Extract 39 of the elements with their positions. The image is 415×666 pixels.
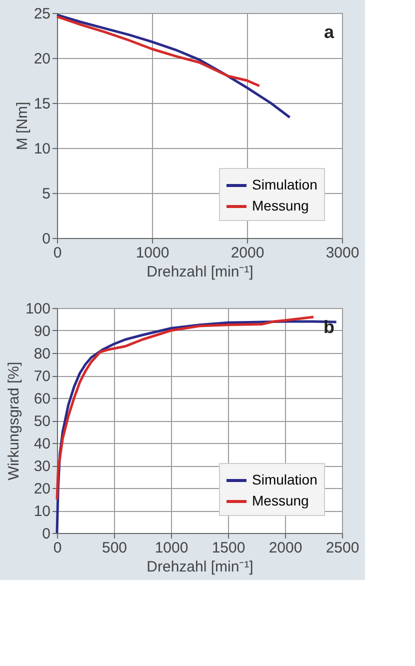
x-tick-label: 2000 [268, 540, 302, 556]
y-tick-label: 5 [42, 186, 50, 202]
y-tick-label: 60 [34, 390, 50, 408]
line-series [56, 14, 291, 119]
y-tick-label: 90 [34, 323, 50, 340]
y-tick-label: 50 [34, 413, 50, 430]
legend-label: Messung [252, 198, 309, 214]
x-axis-title: Drehzahl [min⁻¹] [146, 264, 254, 280]
x-tick-label: 2000 [230, 244, 264, 262]
y-axis-title: M [Nm] [14, 102, 31, 150]
legend-label: Simulation [252, 472, 318, 488]
y-tick-label: 10 [34, 503, 50, 520]
x-axis-title: Drehzahl [min⁻¹] [146, 558, 254, 576]
y-tick-label: 0 [42, 526, 50, 542]
annotation: a [324, 22, 335, 42]
y-tick-label: 20 [34, 50, 50, 68]
line-series [56, 15, 261, 88]
y-tick-label: 10 [34, 140, 50, 158]
y-tick-label: 0 [42, 230, 50, 248]
x-tick-label: 2500 [326, 540, 360, 556]
y-tick-label: 100 [25, 300, 50, 318]
y-tick-label: 40 [34, 436, 50, 452]
x-tick-label: 1000 [136, 244, 170, 262]
y-tick-label: 20 [34, 480, 50, 498]
x-tick-label: 3000 [326, 244, 360, 262]
x-tick-label: 1000 [154, 540, 188, 556]
y-axis-title: Wirkungsgrad [%] [5, 362, 22, 480]
x-tick-label: 0 [53, 244, 62, 262]
x-tick-label: 1500 [212, 540, 246, 556]
y-tick-label: 30 [34, 458, 50, 475]
annotation: b [324, 317, 334, 337]
legend-label: Simulation [252, 176, 318, 192]
x-tick-label: 500 [102, 540, 128, 556]
y-tick-label: 15 [34, 96, 50, 112]
y-tick-label: 70 [34, 368, 50, 385]
y-tick-label: 25 [34, 6, 50, 22]
x-tick-label: 0 [53, 540, 62, 556]
legend-label: Messung [252, 492, 309, 508]
y-tick-label: 80 [34, 346, 50, 362]
